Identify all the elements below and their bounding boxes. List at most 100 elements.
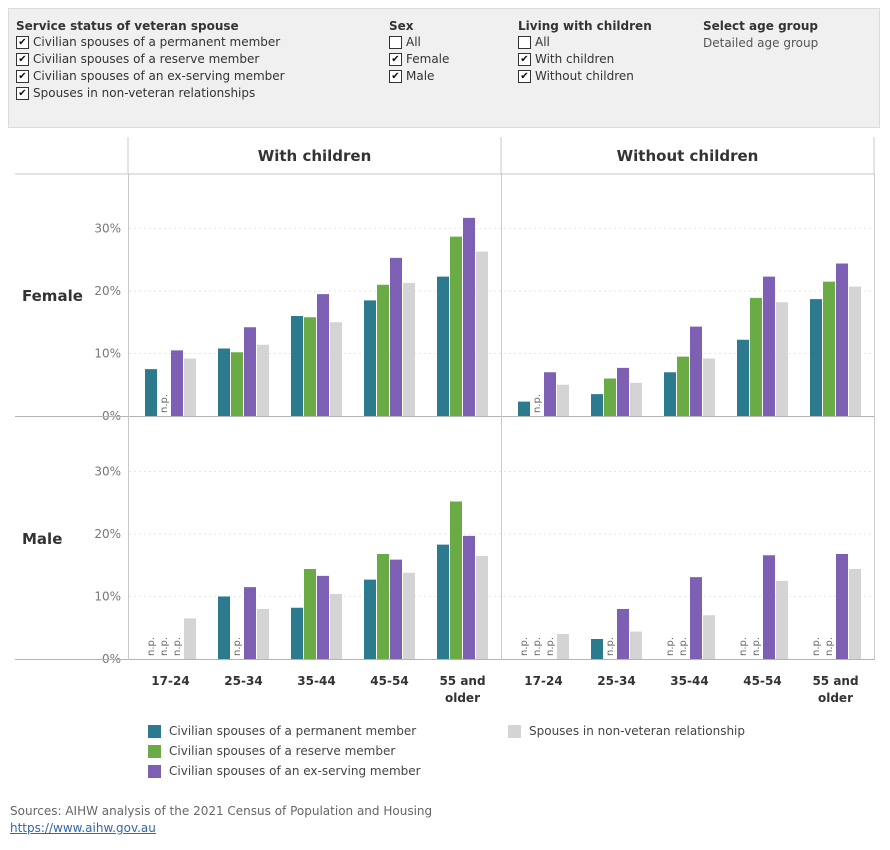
bar — [317, 294, 329, 416]
legend: Civilian spouses of a permanent member C… — [148, 724, 788, 788]
bar — [291, 607, 303, 659]
bar — [330, 594, 342, 659]
x-tick-label-line: 55 and — [812, 674, 858, 688]
filter-option-label: Spouses in non-veteran relationships — [33, 86, 256, 100]
filter-title: Living with children — [518, 19, 652, 33]
na-label: n.p. — [146, 637, 157, 656]
na-label: n.p. — [545, 637, 556, 656]
bar — [257, 609, 269, 659]
filter-option-label: Civilian spouses of a permanent member — [33, 35, 281, 49]
x-tick-label-line: older — [445, 691, 480, 705]
bar — [737, 339, 749, 416]
x-tick-label: 17-24 — [524, 674, 562, 688]
bar — [244, 327, 256, 416]
bar — [145, 369, 157, 416]
filter-option-label: Female — [406, 52, 450, 66]
bar — [304, 317, 316, 416]
bar — [291, 316, 303, 416]
na-label: n.p. — [811, 637, 822, 656]
na-label: n.p. — [159, 394, 170, 413]
x-tick-label-line: 17-24 — [151, 674, 189, 688]
filter-title: Select age group — [703, 19, 818, 33]
y-tick-label: 10% — [94, 347, 121, 361]
filter-option[interactable]: ✔ Civilian spouses of a permanent member — [16, 34, 285, 51]
legend-label: Civilian spouses of a permanent member — [169, 724, 417, 738]
bar — [184, 358, 196, 416]
bar — [218, 348, 230, 416]
na-label: n.p. — [532, 637, 543, 656]
checkbox[interactable]: ✔ — [16, 70, 29, 83]
x-tick-label-line: older — [818, 691, 853, 705]
age-group-dropdown[interactable]: Detailed age group — [703, 36, 819, 50]
row-header: Male — [22, 530, 62, 548]
legend-item[interactable]: Spouses in non-veteran relationship — [508, 724, 745, 738]
filter-option[interactable]: All — [518, 34, 652, 51]
bar — [776, 580, 788, 659]
bar — [849, 569, 861, 659]
legend-item[interactable]: Civilian spouses of an ex-serving member — [148, 764, 421, 778]
filter-option[interactable]: ✔ Female — [389, 51, 449, 68]
legend-item[interactable]: Civilian spouses of a reserve member — [148, 744, 395, 758]
na-label: n.p. — [678, 637, 689, 656]
bar — [617, 609, 629, 659]
x-tick-label-line: 17-24 — [524, 674, 562, 688]
checkbox[interactable]: ✔ — [518, 53, 531, 66]
filter-title: Sex — [389, 19, 414, 33]
bar — [437, 276, 449, 416]
bar — [463, 217, 475, 416]
bar — [557, 634, 569, 659]
bar — [677, 356, 689, 416]
na-label: n.p. — [159, 637, 170, 656]
filter-option[interactable]: ✔ With children — [518, 51, 652, 68]
x-tick-label-line: 25-34 — [224, 674, 262, 688]
checkbox[interactable]: ✔ — [389, 70, 402, 83]
bar-chart: With children Without childrenFemale0%10%… — [15, 137, 875, 705]
filter-option[interactable]: All — [389, 34, 449, 51]
legend-label: Civilian spouses of a reserve member — [169, 744, 396, 758]
checkbox[interactable]: ✔ — [16, 53, 29, 66]
filter-title: Service status of veteran spouse — [16, 19, 239, 33]
legend-item[interactable]: Civilian spouses of a permanent member — [148, 724, 416, 738]
bar — [544, 372, 556, 416]
x-tick-label-line: 25-34 — [597, 674, 635, 688]
bar — [763, 276, 775, 416]
na-label: n.p. — [519, 637, 530, 656]
checkbox[interactable] — [518, 36, 531, 49]
bar — [437, 544, 449, 659]
source-link[interactable]: https://www.aihw.gov.au — [10, 821, 156, 835]
bar — [377, 554, 389, 659]
filter-option[interactable]: ✔ Civilian spouses of an ex-serving membe… — [16, 68, 285, 85]
source-note: Sources: AIHW analysis of the 2021 Censu… — [10, 804, 433, 818]
checkbox[interactable]: ✔ — [389, 53, 402, 66]
filter-option[interactable]: ✔ Spouses in non-veteran relationships — [16, 85, 285, 102]
column-header: Without children — [617, 147, 759, 165]
checkbox[interactable]: ✔ — [16, 87, 29, 100]
bar — [690, 577, 702, 659]
checkbox[interactable]: ✔ — [518, 70, 531, 83]
bar — [690, 326, 702, 416]
bar — [257, 344, 269, 416]
filter-option[interactable]: ✔ Without children — [518, 68, 652, 85]
filter-option[interactable]: ✔ Civilian spouses of a reserve member — [16, 51, 285, 68]
y-tick-label: 30% — [94, 465, 121, 479]
checkbox[interactable]: ✔ — [16, 36, 29, 49]
bar — [630, 631, 642, 659]
checkbox[interactable] — [389, 36, 402, 49]
bar — [776, 302, 788, 416]
legend-label: Civilian spouses of an ex-serving member — [169, 764, 421, 778]
filter-option[interactable]: ✔ Male — [389, 68, 449, 85]
x-tick-label: 35-44 — [670, 674, 708, 688]
na-label: n.p. — [738, 637, 749, 656]
filter-panel: Service status of veteran spouse ✔ Civili… — [8, 8, 880, 128]
bar — [304, 569, 316, 659]
bar — [836, 554, 848, 659]
x-tick-label-line: 55 and — [439, 674, 485, 688]
x-tick-label: 45-54 — [743, 674, 781, 688]
bar — [171, 350, 183, 416]
bar — [450, 236, 462, 416]
bar — [317, 575, 329, 659]
bar — [184, 618, 196, 659]
na-label: n.p. — [605, 637, 616, 656]
legend-swatch — [508, 724, 521, 738]
filter-option-label: All — [535, 35, 550, 49]
